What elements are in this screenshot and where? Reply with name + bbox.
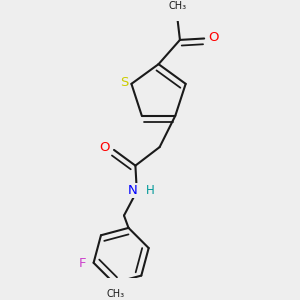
Text: O: O bbox=[208, 31, 218, 44]
Text: H: H bbox=[146, 184, 155, 197]
Text: CH₃: CH₃ bbox=[168, 1, 186, 11]
Text: O: O bbox=[99, 141, 110, 154]
Text: N: N bbox=[128, 184, 137, 197]
Text: S: S bbox=[120, 76, 128, 89]
Text: CH₃: CH₃ bbox=[106, 289, 124, 299]
Text: F: F bbox=[79, 257, 86, 270]
